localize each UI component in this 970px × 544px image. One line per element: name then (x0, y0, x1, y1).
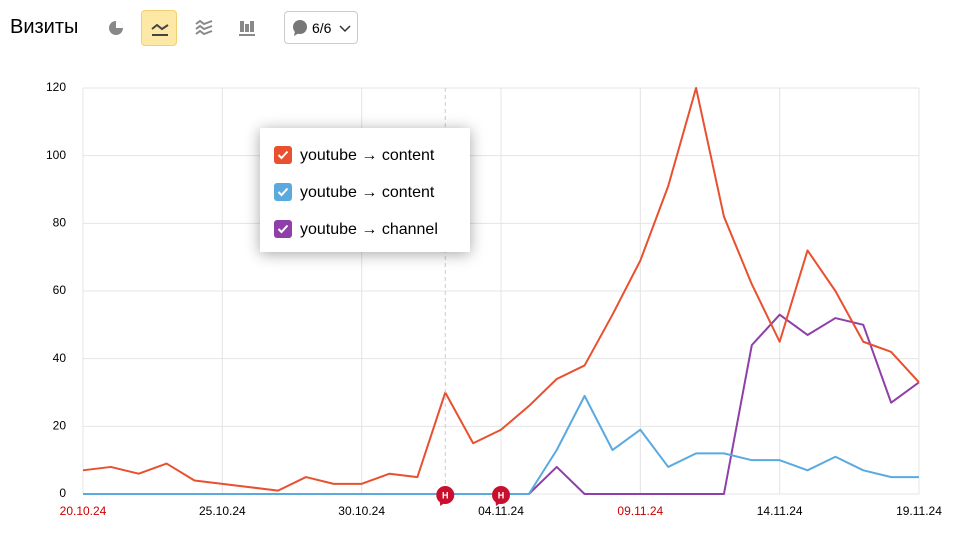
annotation-pin (436, 486, 455, 504)
legend: youtube → content youtube → content youtub… (260, 128, 470, 252)
x-tick-label: 30.10.24 (338, 504, 385, 518)
y-tick-label: 20 (53, 419, 67, 433)
x-tick-label: 25.10.24 (199, 504, 246, 518)
bar-view-button[interactable] (229, 10, 265, 46)
y-tick-label: 60 (53, 283, 67, 297)
report-title: Визиты (10, 16, 79, 38)
legend-label: youtube → channel (300, 221, 438, 238)
selector-label: 6/6 (312, 20, 332, 36)
legend-checkbox[interactable] (274, 146, 292, 164)
y-tick-label: 0 (59, 486, 66, 500)
pie-view-button[interactable] (98, 10, 134, 46)
series-selector[interactable]: 6/6 (284, 11, 358, 44)
annotation-label: Н (442, 490, 449, 500)
y-tick-label: 80 (53, 216, 67, 230)
x-tick-label: 04.11.24 (478, 504, 524, 518)
x-tick-label: 20.10.24 (60, 504, 107, 518)
y-tick-label: 100 (46, 148, 66, 162)
legend-label: youtube → content (300, 147, 435, 164)
annotation-pin (492, 486, 510, 504)
x-tick-label: 14.11.24 (757, 504, 803, 518)
legend-checkbox[interactable] (274, 183, 292, 201)
y-tick-label: 120 (46, 80, 66, 94)
y-tick-label: 40 (53, 351, 67, 365)
legend-label: youtube → content (300, 184, 435, 201)
x-tick-label: 19.11.24 (896, 504, 942, 518)
legend-checkbox[interactable] (274, 220, 292, 238)
line-view-button[interactable] (141, 10, 177, 46)
x-tick-label: 09.11.24 (617, 504, 663, 518)
annotation-label: Н (498, 490, 505, 500)
toolbar: Визиты 6/6 (0, 0, 970, 60)
area-view-button[interactable] (186, 10, 222, 46)
series-line (82, 87, 920, 492)
